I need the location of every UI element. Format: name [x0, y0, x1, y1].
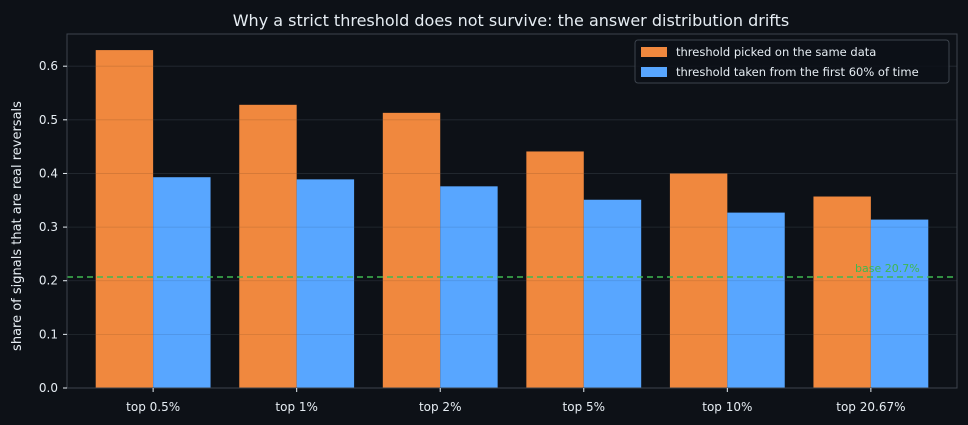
- bar-same-data-4: [669, 173, 728, 388]
- x-tick-label: top 2%: [419, 400, 462, 414]
- y-tick-label: 0.5: [39, 113, 58, 127]
- bar-first-60pct-3: [583, 199, 642, 388]
- y-tick-label: 0.4: [39, 166, 58, 180]
- y-tick-label: 0.1: [39, 327, 58, 341]
- baseline-label: base 20.7%: [855, 262, 920, 275]
- bar-same-data-1: [239, 104, 297, 389]
- bar-first-60pct-2: [440, 186, 498, 388]
- bar-same-data-5: [813, 196, 871, 388]
- bar-same-data-0: [95, 50, 154, 388]
- bar-first-60pct-5: [870, 219, 929, 388]
- legend-swatch: [641, 47, 667, 57]
- plot-area: base 20.7% 0.0 0.1 0.2 0.3 0.4 0.5 0.6 top 0.5% t…: [39, 33, 958, 414]
- y-tick-label: 0.6: [39, 59, 58, 73]
- bar-same-data-2: [382, 112, 441, 388]
- x-tick-label: top 10%: [702, 400, 752, 414]
- legend-label: threshold picked on the same data: [676, 45, 876, 59]
- y-tick-label: 0.2: [39, 274, 58, 288]
- bar-first-60pct-0: [153, 177, 211, 388]
- bar-same-data-3: [526, 151, 584, 388]
- y-axis-label: share of signals that are real reversals: [10, 101, 25, 351]
- x-tick-label: top 5%: [563, 400, 606, 414]
- y-tick-label: 0.3: [39, 220, 58, 234]
- legend-swatch: [641, 67, 667, 77]
- chart-title: Why a strict threshold does not survive:…: [233, 11, 790, 30]
- bar-first-60pct-1: [296, 179, 355, 388]
- y-tick-label: 0.0: [39, 381, 58, 395]
- x-tick-label: top 20.67%: [836, 400, 905, 414]
- legend-box: [634, 39, 950, 84]
- x-tick-label: top 1%: [275, 400, 318, 414]
- legend-label: threshold taken from the first 60% of ti…: [676, 65, 919, 79]
- bar-first-60pct-4: [727, 212, 785, 388]
- axes-frame: [66, 33, 958, 389]
- legend: threshold picked on the same data thresho…: [634, 39, 950, 84]
- x-tick-label: top 0.5%: [126, 400, 180, 414]
